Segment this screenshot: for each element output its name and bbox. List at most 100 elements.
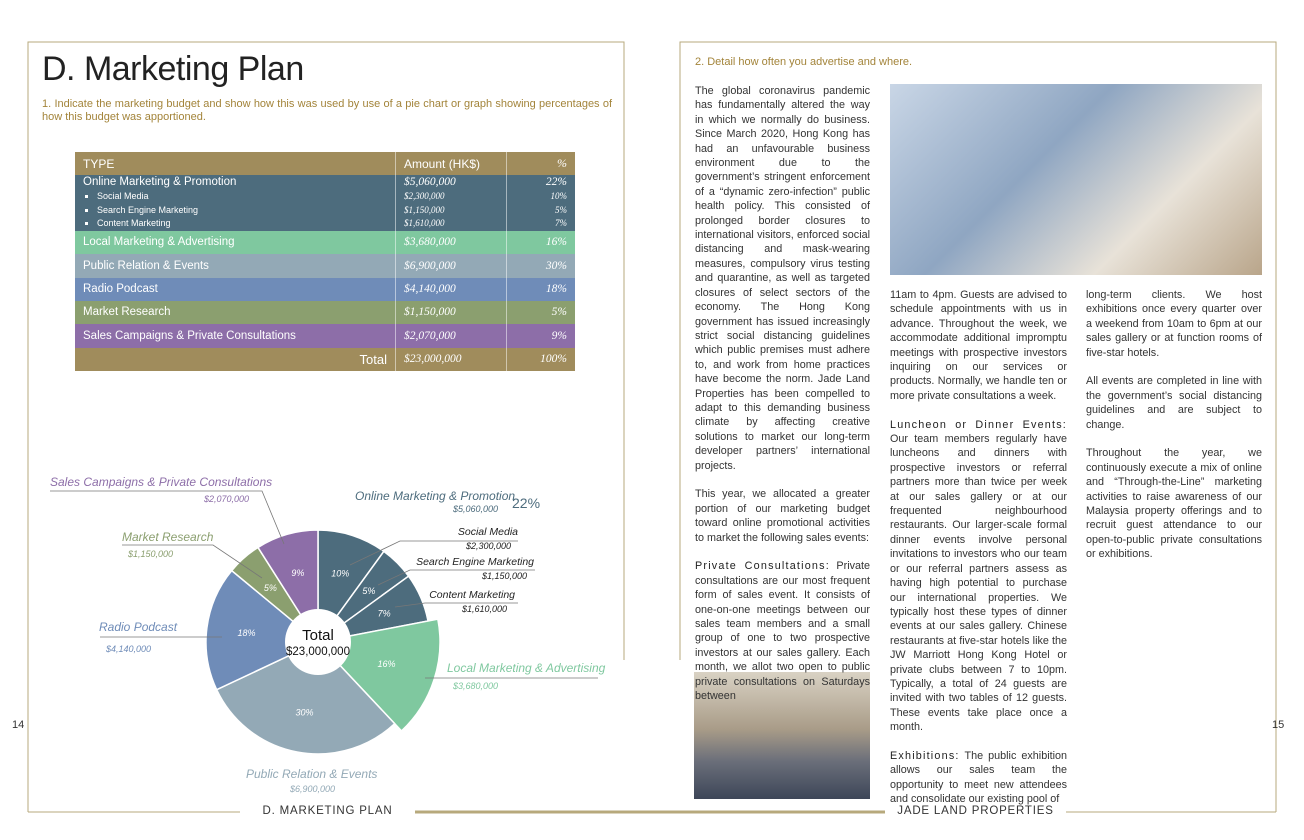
slice-label: 10%	[331, 569, 349, 579]
table-row: Market Research $1,150,000 5%	[75, 300, 575, 324]
amount-cell: $6,900,000	[395, 253, 507, 278]
sub-amount: $1,610,000	[404, 218, 445, 228]
header-cell: TYPE	[83, 156, 115, 171]
paragraph-text: Throughout the year, we continuously exe…	[1086, 447, 1262, 561]
paragraph-text: All events are completed in line with th…	[1086, 375, 1262, 431]
percent: 22%	[545, 176, 567, 188]
slice-label: 5%	[362, 586, 375, 596]
slice-name: Search Engine Marketing	[416, 556, 534, 568]
sub-percent: 10%	[550, 191, 568, 201]
paragraph-heading: Luncheon or Dinner Events:	[890, 418, 1067, 431]
total-amount: $23,000,000	[395, 347, 507, 371]
header-cell: %	[557, 156, 567, 170]
header-cell: Amount (HK$)	[395, 152, 507, 175]
event-photo	[694, 672, 870, 799]
footer-left: D. MARKETING PLAN	[262, 805, 393, 817]
leader-line	[50, 490, 285, 545]
slice-name: Public Relation & Events	[246, 767, 377, 781]
percent-cell: 5%	[551, 306, 567, 318]
sub-amount: $1,150,000	[404, 204, 445, 215]
paragraph: The global coronavirus pandemic has fund…	[695, 84, 870, 473]
sub-list: Social Media Search Engine Marketing Con…	[83, 190, 387, 231]
slice-label: 16%	[377, 659, 395, 669]
pie-slice	[205, 569, 320, 691]
slice-amount: $3,680,000	[452, 681, 498, 691]
slice-label: 30%	[296, 708, 314, 718]
table-row: Online Marketing & Promotion Social Medi…	[75, 175, 575, 231]
percent-cell: 30%	[545, 259, 567, 272]
paragraph: This year, we allocated a greater portio…	[695, 487, 870, 545]
sub-type: Social Media	[97, 190, 387, 204]
slice-name: Sales Campaigns & Private Consultations	[50, 475, 272, 489]
total-label: Total	[359, 351, 387, 367]
slice-name: Market Research	[122, 530, 214, 544]
paragraph: long-term clients. We host exhibitions o…	[1086, 288, 1262, 360]
sub-percent: 7%	[555, 218, 567, 228]
amount: $5,060,000	[404, 176, 456, 188]
paragraph-text: 11am to 4pm. Guests are advised to sched…	[890, 289, 1067, 402]
slice-amount: $1,150,000	[127, 549, 173, 559]
sub-percent: 5%	[555, 204, 567, 215]
type-cell: Radio Podcast	[83, 283, 158, 295]
slice-label: 9%	[291, 568, 304, 578]
leader-line	[122, 544, 263, 579]
slice-amount: $6,900,000	[289, 784, 335, 794]
slice-name: Radio Podcast	[99, 620, 178, 634]
pie-slice	[215, 641, 396, 755]
footer-right: JADE LAND PROPERTIES	[897, 805, 1054, 817]
percent-cell: 16%	[545, 236, 567, 248]
type-cell: Local Marketing & Advertising	[83, 236, 235, 248]
percent-cell: 9%	[551, 329, 567, 342]
left-border	[27, 41, 625, 812]
amount-cell: $1,150,000	[395, 300, 507, 324]
question: 2. Detail how often you advertise and wh…	[695, 56, 913, 68]
amount-cell: $2,070,000	[395, 323, 507, 348]
table-row: Radio Podcast $4,140,000 18%	[75, 277, 575, 301]
paragraph-text: The public exhibition allows our sales t…	[890, 749, 1067, 806]
sub-amount: $2,300,000	[404, 191, 445, 201]
text-column: The global coronavirus pandemic has fund…	[695, 84, 870, 718]
group-amount: $5,060,000	[452, 504, 498, 514]
paragraph: Private Consultations: Private consultat…	[695, 559, 870, 703]
paragraph: All events are completed in line with th…	[1086, 374, 1262, 432]
paragraph-heading: Exhibitions:	[890, 749, 960, 762]
amount-cell: $5,060,000 $2,300,000 $1,150,000 $1,610,…	[395, 175, 507, 231]
paragraph: Exhibitions: The public exhibition allow…	[890, 749, 1067, 807]
paragraph: Luncheon or Dinner Events: Our team memb…	[890, 418, 1067, 735]
type: Online Marketing & Promotion	[83, 176, 237, 188]
paragraph: 11am to 4pm. Guests are advised to sched…	[890, 288, 1067, 403]
amount-cell: $3,680,000	[395, 230, 507, 254]
type-cell: Online Marketing & Promotion Social Medi…	[75, 175, 396, 231]
paragraph-text: This year, we allocated a greater portio…	[695, 488, 870, 544]
slice-label: 5%	[264, 583, 277, 593]
paragraph-text: long-term clients. We host exhibitions o…	[1086, 289, 1262, 359]
slice-name: Social Media	[458, 526, 518, 538]
type-cell: Market Research	[83, 306, 171, 318]
total-percent: 100%	[540, 353, 567, 365]
paragraph-heading: Private Consultations:	[695, 560, 830, 573]
right-border	[679, 41, 1277, 812]
type-cell: Sales Campaigns & Private Consultations	[83, 329, 296, 342]
text-column: long-term clients. We host exhibitions o…	[1086, 288, 1262, 576]
slice-amount: $1,610,000	[461, 604, 507, 614]
slice-amount: $2,070,000	[203, 494, 249, 504]
slice-name: Local Marketing & Advertising	[447, 661, 606, 675]
group-name: Online Marketing & Promotion	[355, 489, 515, 503]
table-header: TYPE Amount (HK$) %	[75, 152, 575, 175]
slice-label: 18%	[238, 628, 256, 638]
budget-table: TYPE Amount (HK$) % Online Marketing & P…	[75, 152, 575, 371]
group-percent: 22%	[512, 495, 540, 511]
table-row: Local Marketing & Advertising $3,680,000 1…	[75, 230, 575, 254]
percent-cell: 22% 10% 5% 7%	[507, 175, 576, 231]
sub-type: Search Engine Marketing	[97, 204, 387, 218]
percent-cell: 18%	[545, 283, 567, 295]
page-number: 15	[1272, 719, 1285, 731]
slice-label: 7%	[378, 608, 391, 618]
slice-amount: $1,150,000	[481, 571, 527, 581]
page-number: 14	[12, 719, 25, 731]
paragraph-text: Private consultations are our most frequ…	[695, 560, 870, 703]
table-row: Public Relation & Events $6,900,000 30%	[75, 253, 575, 278]
slice-amount: $4,140,000	[105, 644, 151, 654]
